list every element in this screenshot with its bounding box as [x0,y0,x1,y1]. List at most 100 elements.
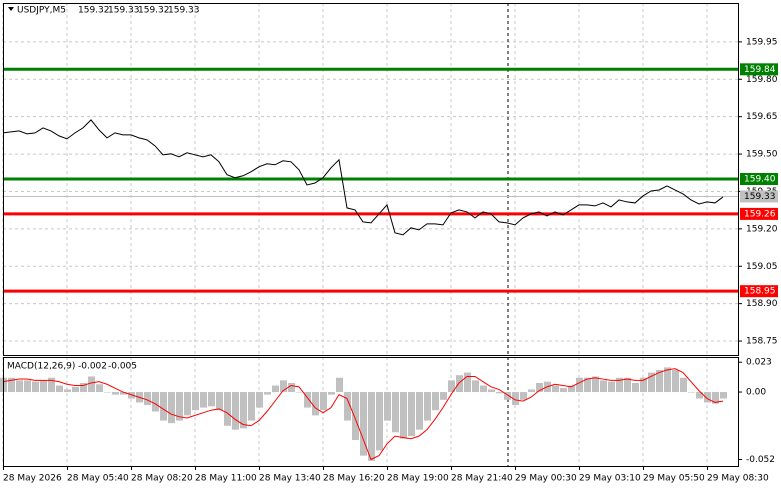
histogram-bar [216,392,223,411]
y-tick-label: 159.80 [746,75,778,85]
histogram-bar [200,392,207,408]
current-price-label: 159.33 [744,192,776,202]
x-tick-label: 29 May 03:10 [579,474,641,484]
histogram-bar [24,380,31,393]
x-tick-label: 29 May 05:50 [643,474,705,484]
macd-value: -0.002 [78,362,107,372]
histogram-bar [480,385,487,393]
histogram-bar [696,392,703,399]
histogram-bar [608,381,615,393]
price-line [2,119,724,236]
histogram-bar [720,392,727,399]
y-tick-label: 158.90 [746,299,778,309]
current-price-label-bg [740,190,778,203]
macd-value: -0.005 [108,362,137,372]
histogram-bar [704,392,711,403]
histogram-bar [184,392,191,416]
histogram-bar [440,392,447,400]
histogram-bar [312,392,319,416]
histogram-bar [504,392,511,400]
macd-title: MACD(12,26,9) [7,362,75,372]
histogram-bar [592,376,599,393]
histogram-bar [616,377,623,393]
histogram-bar [40,380,47,393]
histogram-bar [536,382,543,393]
x-tick-label: 28 May 11:00 [195,474,257,484]
histogram-bar [32,381,39,393]
histogram-bar [88,376,95,393]
histogram-bar [224,392,231,426]
histogram-bar [168,392,175,424]
histogram-bar [648,372,655,393]
histogram-bar [576,377,583,393]
histogram-bar [272,385,279,393]
histogram-bar [384,392,391,421]
histogram-bar [264,392,271,395]
histogram-bar [248,392,255,421]
x-tick-label: 28 May 13:40 [259,474,321,484]
signal-line [2,368,724,461]
ohlc-value: 159.33 [168,6,200,16]
histogram-bar [72,386,79,393]
data-layer [0,67,738,461]
histogram-bar [304,392,311,408]
histogram-bar [80,382,87,393]
level-label: 159.26 [744,209,776,219]
level-label-bg [740,207,778,220]
histogram-bar [352,392,359,441]
histogram-bar [408,392,415,437]
x-tick-label: 28 May 08:20 [131,474,193,484]
y-tick-label: 0.023 [746,358,772,368]
histogram-bar [120,392,127,395]
menu-arrow[interactable] [8,7,14,11]
macd-frame [3,357,739,467]
histogram-bar [240,392,247,429]
histogram-bar [256,392,263,408]
level-label: 159.40 [744,175,776,185]
level-label-bg [740,173,778,185]
x-tick-label: 28 May 21:40 [451,474,513,484]
y-tick-label: 158.75 [746,337,778,347]
x-tick-label: 29 May 00:30 [515,474,577,484]
histogram-bar [152,392,159,412]
histogram-bar [488,389,495,393]
histogram-bar [328,392,335,395]
histogram-bar [160,392,167,421]
histogram-bar [584,377,591,393]
histogram-bar [232,392,239,430]
level-label-bg [740,285,778,298]
x-tick-label: 28 May 2026 [3,474,62,484]
histogram-bar [344,392,351,421]
y-tick-label: 159.65 [746,112,778,122]
histogram-bar [680,377,687,393]
histogram-bar [208,392,215,407]
histogram-bar [416,392,423,430]
histogram-bar [48,377,55,393]
level-label: 159.84 [744,65,776,75]
ohlc-value: 159.33 [108,6,140,16]
x-tick-label: 28 May 05:40 [67,474,129,484]
histogram-bar [104,392,111,393]
histogram-bar [664,367,671,393]
histogram-bar [512,392,519,406]
y-tick-label: 159.05 [746,262,778,272]
histogram-bar [320,392,327,411]
y-tick-label: 159.95 [746,37,778,47]
ohlc-value: 159.32 [138,6,170,16]
y-tick-label: 159.20 [746,224,778,234]
histogram-bar [8,377,15,393]
histogram-bar [16,380,23,393]
histogram-bar [552,385,559,393]
histogram-bar [64,389,71,393]
histogram-bar [472,380,479,393]
x-tick-label: 28 May 19:00 [387,474,449,484]
histogram-bar [288,382,295,393]
histogram-bar [688,392,695,393]
histogram-bar [376,392,383,451]
histogram-bar [176,392,183,421]
ohlc-value: 159.32 [78,6,110,16]
histogram-bar [96,384,103,393]
histogram-bar [600,380,607,393]
main-frame [3,3,739,356]
